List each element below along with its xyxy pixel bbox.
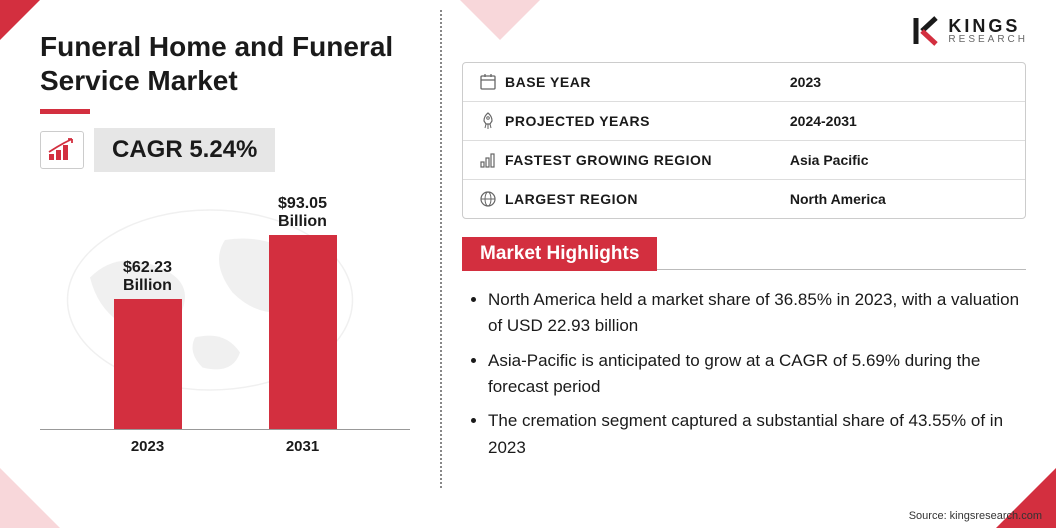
globe-icon bbox=[479, 190, 505, 208]
bar-area: $62.23 Billion $93.05 Billion bbox=[40, 190, 410, 430]
logo-main-text: KINGS bbox=[948, 18, 1028, 35]
info-table: BASE YEAR 2023 PROJECTED YEARS 2024-2031… bbox=[462, 62, 1026, 219]
growth-icon bbox=[40, 131, 84, 169]
info-row-base-year: BASE YEAR 2023 bbox=[463, 63, 1025, 102]
bar-1 bbox=[269, 235, 337, 429]
logo-sub-text: RESEARCH bbox=[948, 35, 1028, 45]
info-value: North America bbox=[790, 191, 1009, 207]
bar-0 bbox=[114, 299, 182, 429]
info-label: LARGEST REGION bbox=[505, 191, 790, 207]
bar-label-1: $93.05 Billion bbox=[278, 195, 327, 231]
title-underline bbox=[40, 109, 90, 114]
source-attribution: Source: kingsresearch.com bbox=[909, 510, 1042, 522]
bullet-item: The cremation segment captured a substan… bbox=[488, 408, 1026, 461]
rocket-icon bbox=[479, 112, 505, 130]
bullet-item: Asia-Pacific is anticipated to grow at a… bbox=[488, 348, 1026, 401]
x-axis-labels: 2023 2031 bbox=[40, 430, 410, 455]
info-row-fastest: FASTEST GROWING REGION Asia Pacific bbox=[463, 141, 1025, 180]
brand-logo: KINGS RESEARCH bbox=[912, 16, 1028, 46]
info-value: 2023 bbox=[790, 74, 1009, 90]
logo-icon bbox=[912, 16, 942, 46]
bar-chart: $62.23 Billion $93.05 Billion 2023 2031 bbox=[40, 190, 410, 508]
bullet-item: North America held a market share of 36.… bbox=[488, 287, 1026, 340]
info-label: BASE YEAR bbox=[505, 74, 790, 90]
highlight-bullets: North America held a market share of 36.… bbox=[462, 287, 1026, 469]
right-panel: KINGS RESEARCH BASE YEAR 2023 PROJECTED … bbox=[442, 0, 1056, 528]
page-title: Funeral Home and Funeral Service Market bbox=[40, 30, 410, 97]
xlabel-0: 2023 bbox=[98, 438, 198, 455]
info-label: PROJECTED YEARS bbox=[505, 113, 790, 129]
cagr-badge: CAGR 5.24% bbox=[94, 128, 275, 172]
chart-icon bbox=[479, 151, 505, 169]
info-value: Asia Pacific bbox=[790, 152, 1009, 168]
info-row-largest: LARGEST REGION North America bbox=[463, 180, 1025, 218]
cagr-row: CAGR 5.24% bbox=[40, 128, 410, 172]
info-row-projected: PROJECTED YEARS 2024-2031 bbox=[463, 102, 1025, 141]
highlights-title: Market Highlights bbox=[462, 237, 657, 271]
highlights-rule bbox=[657, 269, 1026, 270]
highlights-header: Market Highlights bbox=[462, 237, 1026, 271]
left-panel: Funeral Home and Funeral Service Market … bbox=[0, 0, 440, 528]
main-container: Funeral Home and Funeral Service Market … bbox=[0, 0, 1056, 528]
bar-group-0: $62.23 Billion bbox=[98, 259, 198, 429]
bar-group-1: $93.05 Billion bbox=[253, 195, 353, 429]
calendar-icon bbox=[479, 73, 505, 91]
xlabel-1: 2031 bbox=[253, 438, 353, 455]
info-value: 2024-2031 bbox=[790, 113, 1009, 129]
bar-label-0: $62.23 Billion bbox=[123, 259, 172, 295]
info-label: FASTEST GROWING REGION bbox=[505, 152, 790, 168]
